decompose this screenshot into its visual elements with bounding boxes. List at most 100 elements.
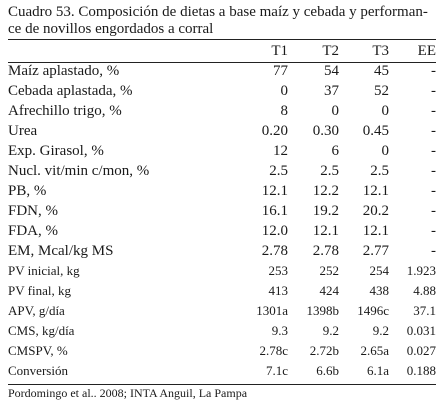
table-row: Maíz aplastado, % 77 54 45 - bbox=[8, 61, 436, 81]
header-cell bbox=[8, 41, 188, 61]
row-label: PV final, kg bbox=[8, 283, 71, 298]
cell-t3: 438 bbox=[369, 283, 390, 298]
cell-ee: 4.88 bbox=[413, 283, 436, 298]
caption-line-2: ce de novillos engordados a corral bbox=[8, 21, 214, 37]
row-label: FDA, % bbox=[8, 222, 59, 239]
row-label: PV inicial, kg bbox=[8, 263, 80, 278]
cell-ee: - bbox=[431, 122, 436, 139]
row-label: APV, g/día bbox=[8, 303, 65, 318]
cell-ee: - bbox=[431, 162, 436, 179]
cell-t3: 0.45 bbox=[362, 122, 389, 139]
cell-t1: 7.1c bbox=[265, 363, 288, 378]
cell-t2: 1398b bbox=[306, 303, 340, 318]
cell-t3: 6.1a bbox=[366, 363, 389, 378]
cell-t1: 2.78c bbox=[259, 343, 288, 358]
cell-t2: 252 bbox=[319, 263, 340, 278]
row-label: Afrechillo trigo, % bbox=[8, 102, 122, 119]
cell-ee: 0.027 bbox=[406, 343, 436, 358]
table-row: CMS, kg/día 9.3 9.2 9.2 0.031 bbox=[8, 321, 436, 341]
cell-t3: 2.77 bbox=[362, 242, 389, 259]
header-ee: EE bbox=[417, 42, 436, 59]
table-body: Maíz aplastado, % 77 54 45 - Cebada aplastada… bbox=[8, 61, 436, 381]
cell-t1: 12.0 bbox=[261, 222, 288, 239]
row-label: Exp. Girasol, % bbox=[8, 142, 104, 159]
cell-ee: 0.031 bbox=[406, 323, 436, 338]
table-row: PV inicial, kg 253 252 254 1.923 bbox=[8, 261, 436, 281]
cell-t1: 9.3 bbox=[271, 323, 288, 338]
cell-t2: 424 bbox=[319, 283, 340, 298]
cell-t2: 6.6b bbox=[316, 363, 339, 378]
table-row: Cebada aplastada, % 0 37 52 - bbox=[8, 81, 436, 101]
cell-t2: 12.1 bbox=[312, 222, 339, 239]
table-row: FDN, % 16.1 19.2 20.2 - bbox=[8, 201, 436, 221]
cell-t2: 6 bbox=[331, 142, 340, 159]
cell-t2: 0 bbox=[331, 102, 340, 119]
cell-t2: 19.2 bbox=[312, 202, 339, 219]
row-label: CMS, kg/día bbox=[8, 323, 75, 338]
cell-ee: 1.923 bbox=[406, 263, 436, 278]
cell-t3: 45 bbox=[374, 62, 389, 79]
cell-t2: 9.2 bbox=[322, 323, 339, 338]
cell-t1: 1301a bbox=[256, 303, 288, 318]
cell-ee: - bbox=[431, 202, 436, 219]
cell-t3: 2.5 bbox=[370, 162, 389, 179]
row-label: Urea bbox=[8, 122, 38, 139]
cell-t1: 413 bbox=[268, 283, 289, 298]
table-row: APV, g/día 1301a 1398b 1496c 37.1 bbox=[8, 301, 436, 321]
cell-t3: 9.2 bbox=[372, 323, 389, 338]
row-label: CMSPV, % bbox=[8, 343, 68, 358]
table-row: FDA, % 12.0 12.1 12.1 - bbox=[8, 221, 436, 241]
row-label: Nucl. vit/min c/mon, % bbox=[8, 162, 150, 179]
cell-t2: 12.2 bbox=[312, 182, 339, 199]
cell-ee: - bbox=[431, 142, 436, 159]
table-row: Conversión 7.1c 6.6b 6.1a 0.188 bbox=[8, 361, 436, 381]
cell-t1: 0.20 bbox=[261, 122, 288, 139]
table-row: PB, % 12.1 12.2 12.1 - bbox=[8, 181, 436, 201]
cell-t2: 54 bbox=[324, 62, 339, 79]
table-row: EM, Mcal/kg MS 2.78 2.78 2.77 - bbox=[8, 241, 436, 261]
row-label: EM, Mcal/kg MS bbox=[8, 242, 114, 259]
diet-table: T1 T2 T3 EE Maíz aplastado, % 77 54 45- Ceba… bbox=[8, 41, 436, 381]
cell-t3: 0 bbox=[381, 102, 390, 119]
cell-t1: 16.1 bbox=[261, 202, 288, 219]
cell-t3: 52 bbox=[374, 82, 389, 99]
top-rule bbox=[8, 39, 436, 40]
cell-t2: 2.5 bbox=[320, 162, 339, 179]
row-label: Cebada aplastada, % bbox=[8, 82, 133, 99]
table-row: CMSPV, % 2.78c 2.72b 2.65a 0.027 bbox=[8, 341, 436, 361]
cell-t2: 2.78 bbox=[312, 242, 339, 259]
cell-t1: 12 bbox=[273, 142, 288, 159]
row-label: Conversión bbox=[8, 363, 68, 378]
table-row: PV final, kg 413 424 438 4.88 bbox=[8, 281, 436, 301]
cell-t3: 12.1 bbox=[362, 222, 389, 239]
cell-t3: 12.1 bbox=[362, 182, 389, 199]
cell-ee: - bbox=[431, 102, 436, 119]
cell-t2: 0.30 bbox=[312, 122, 339, 139]
table-row: Exp. Girasol, % 12 6 0 - bbox=[8, 141, 436, 161]
cell-t1: 12.1 bbox=[261, 182, 288, 199]
table-row: Urea 0.20 0.30 0.45 - bbox=[8, 121, 436, 141]
cell-t3: 1496c bbox=[357, 303, 389, 318]
cell-ee: 0.188 bbox=[406, 363, 436, 378]
source-note: Pordomingo et al.. 2008; INTA Anguil, La… bbox=[8, 386, 248, 400]
header-t2: T2 bbox=[322, 42, 339, 59]
cell-t3: 254 bbox=[369, 263, 390, 278]
cell-t1: 2.5 bbox=[269, 162, 288, 179]
cell-ee: - bbox=[431, 222, 436, 239]
cell-t2: 2.72b bbox=[309, 343, 339, 358]
cell-t1: 2.78 bbox=[261, 242, 288, 259]
cell-t1: 253 bbox=[268, 263, 289, 278]
cell-ee: 37.1 bbox=[413, 303, 436, 318]
cell-ee: - bbox=[431, 242, 436, 259]
cell-t1: 77 bbox=[273, 62, 288, 79]
cell-ee: - bbox=[431, 62, 436, 79]
header-rule bbox=[8, 62, 436, 63]
header-t3: T3 bbox=[372, 42, 389, 59]
cell-t3: 20.2 bbox=[362, 202, 389, 219]
row-label: PB, % bbox=[8, 182, 47, 199]
bottom-rule bbox=[8, 384, 436, 385]
cell-ee: - bbox=[431, 82, 436, 99]
caption-line-1: Cuadro 53. Composición de dietas a base … bbox=[8, 4, 428, 20]
row-label: Maíz aplastado, % bbox=[8, 62, 120, 79]
cell-t3: 2.65a bbox=[360, 343, 389, 358]
